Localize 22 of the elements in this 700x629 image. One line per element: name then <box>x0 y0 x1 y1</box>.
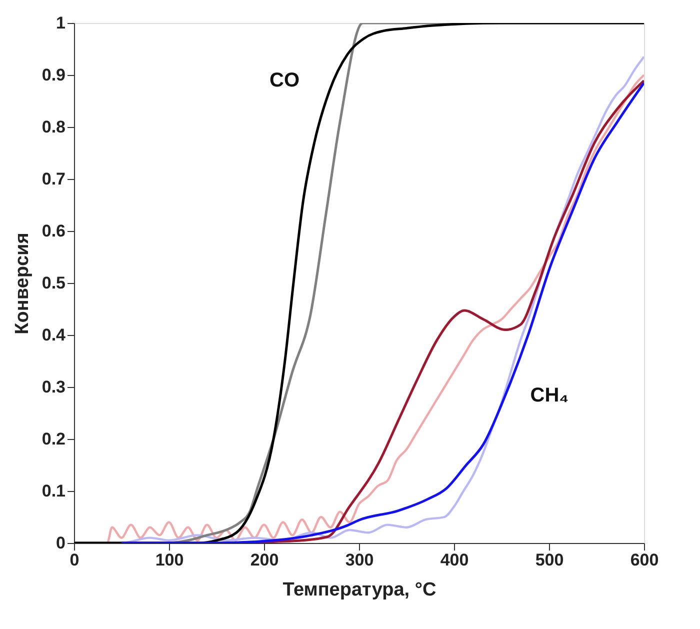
y-tick-label: 1 <box>56 14 66 32</box>
x-tick-label: 0 <box>70 550 80 570</box>
y-tick-label: 0.4 <box>42 326 66 344</box>
x-tick-label: 200 <box>250 550 279 570</box>
y-tick-label: 0.2 <box>42 430 66 448</box>
y-tick-label: 0.8 <box>42 118 66 136</box>
x-tick-label: 300 <box>345 550 374 570</box>
x-tick-label: 600 <box>630 550 659 570</box>
x-tick-label: 400 <box>440 550 469 570</box>
y-tick-label: 0.1 <box>42 482 66 500</box>
y-tick-label: 0.6 <box>42 222 66 240</box>
y-tick-label: 0 <box>56 534 66 552</box>
y-tick-label: 0.5 <box>42 274 66 292</box>
y-axis-title: Конверсия <box>12 232 33 334</box>
series-label: CO <box>270 70 300 92</box>
x-tick-label: 100 <box>155 550 184 570</box>
y-tick-label: 0.7 <box>42 170 66 188</box>
x-axis-title: Температура, °C <box>282 580 436 600</box>
x-tick-label: 500 <box>535 550 564 570</box>
y-tick-label: 0.3 <box>42 378 66 396</box>
series-label: CH₄ <box>530 384 569 406</box>
y-tick-label: 0.9 <box>42 66 66 84</box>
